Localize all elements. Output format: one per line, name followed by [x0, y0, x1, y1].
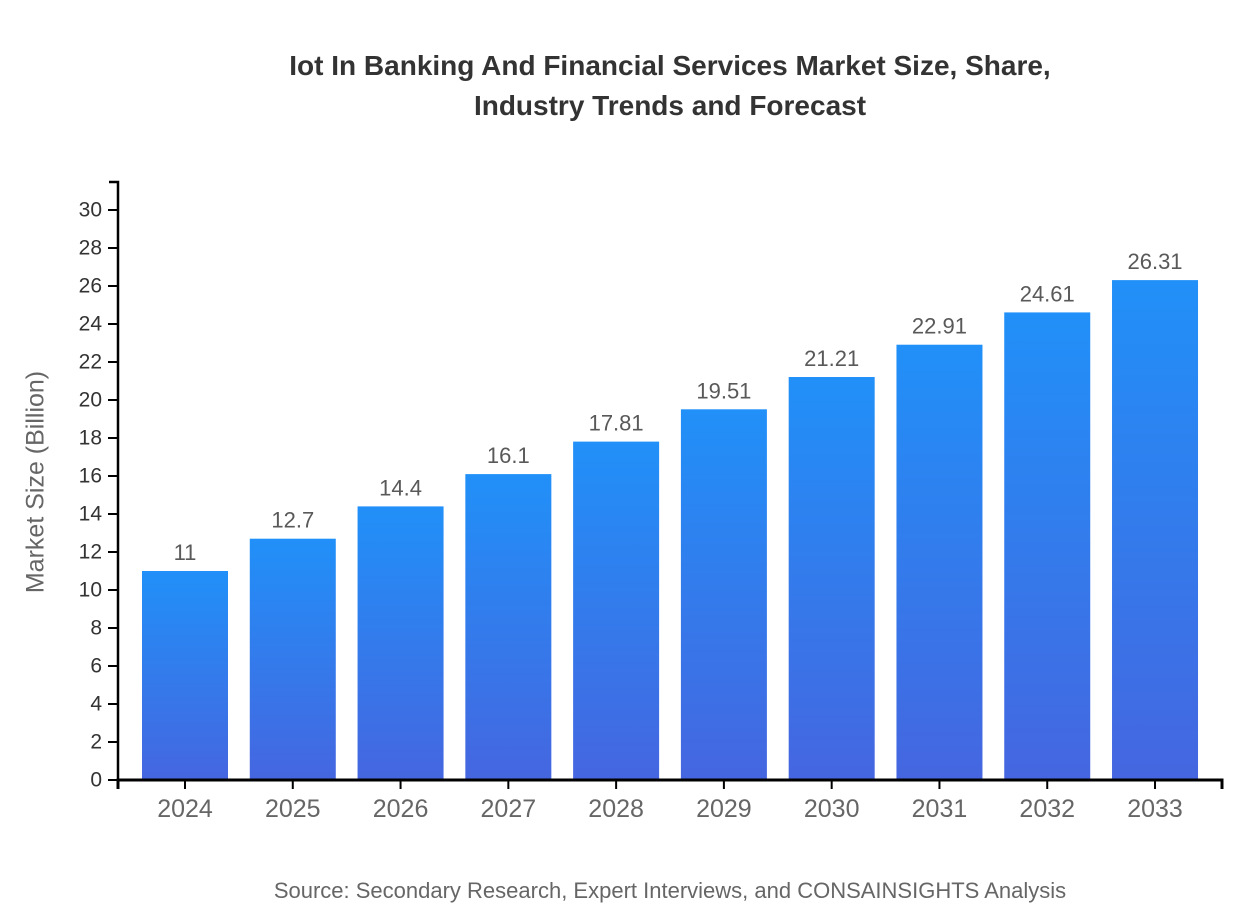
bar-value-label: 24.61 — [1020, 281, 1075, 306]
bar-value-label: 17.81 — [589, 411, 644, 436]
y-tick-label: 8 — [90, 617, 102, 640]
bar-2024 — [142, 571, 228, 780]
y-tick-label: 2 — [90, 731, 102, 754]
x-tick-label: 2030 — [804, 795, 860, 823]
bar-value-label: 19.51 — [696, 378, 751, 403]
bar-value-label: 14.4 — [379, 475, 422, 500]
bar-2025 — [249, 538, 336, 780]
x-tick-label: 2033 — [1127, 795, 1183, 823]
y-tick-label: 4 — [90, 693, 102, 716]
y-tick-label: 22 — [79, 351, 102, 374]
bar-value-label: 21.21 — [804, 346, 859, 371]
x-axis-line — [116, 778, 1224, 789]
bar-2029 — [680, 409, 767, 780]
y-axis-line — [109, 180, 120, 780]
x-tick-label: 2024 — [157, 795, 213, 823]
bar-value-label: 12.7 — [271, 508, 314, 533]
bar-value-label: 26.31 — [1127, 249, 1182, 274]
y-tick-label: 30 — [79, 199, 102, 222]
y-tick-label: 16 — [79, 465, 102, 488]
bar-value-label: 11 — [174, 540, 197, 565]
x-tick-label: 2031 — [912, 795, 968, 823]
source-note: Source: Secondary Research, Expert Inter… — [273, 878, 1067, 903]
y-tick-label: 24 — [79, 313, 103, 336]
bar-2026 — [357, 506, 444, 780]
x-tick-label: 2029 — [696, 795, 752, 823]
bar-value-label: 22.91 — [912, 314, 967, 339]
x-tick-label: 2025 — [265, 795, 321, 823]
y-tick-label: 20 — [79, 389, 102, 412]
y-tick-label: 0 — [90, 769, 102, 792]
bar-2032 — [1004, 312, 1091, 780]
y-tick-label: 10 — [79, 579, 102, 602]
y-tick-label: 26 — [79, 275, 102, 298]
bar-2027 — [465, 474, 552, 780]
bar-2030 — [788, 377, 875, 780]
page-title: Iot In Banking And Financial Services Ma… — [118, 46, 1222, 126]
y-tick-label: 18 — [79, 427, 102, 450]
bar-2033 — [1112, 280, 1199, 780]
y-tick-label: 14 — [79, 503, 103, 526]
x-tick-label: 2026 — [373, 795, 429, 823]
y-tick-label: 28 — [79, 237, 102, 260]
x-tick-label: 2032 — [1019, 795, 1075, 823]
y-tick-label: 12 — [79, 541, 102, 564]
y-tick-label: 6 — [90, 655, 102, 678]
bar-value-label: 16.1 — [487, 443, 530, 468]
page-title-line2: Industry Trends and Forecast — [473, 90, 867, 121]
bar-2031 — [896, 344, 983, 780]
bar-2028 — [573, 441, 660, 780]
page-title-line1: Iot In Banking And Financial Services Ma… — [289, 50, 1051, 81]
x-tick-label: 2027 — [481, 795, 537, 823]
x-tick-label: 2028 — [588, 795, 644, 823]
